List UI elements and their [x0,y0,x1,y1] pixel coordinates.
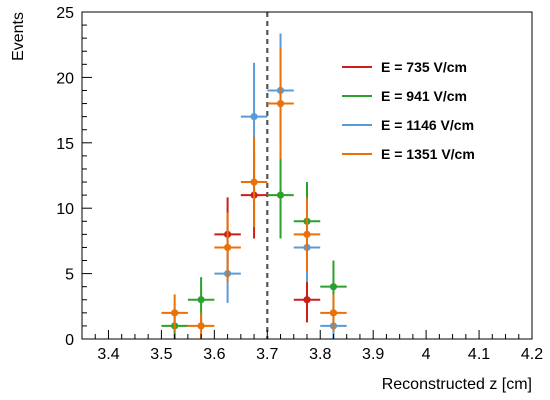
legend-label: E = 1351 V/cm [381,146,475,162]
axis-ticks: 3.4 3.5 3.6 3.7 3.8 3.9 4 4.1 4.2 0 5 10 15 20 25 [56,5,543,363]
data-marker [250,113,258,121]
data-marker [197,296,205,304]
legend-item: E = 941 V/cm [342,88,467,104]
x-tick-label: 4.2 [521,346,543,363]
data-point [293,197,321,272]
data-point [240,136,268,228]
y-tick-label: 10 [56,201,74,218]
x-tick-label: 3.6 [203,346,225,363]
legend-label: E = 941 V/cm [381,88,467,104]
data-point [320,294,347,332]
series-layer [161,33,347,339]
y-axis-title: Events [10,12,27,61]
data-marker [171,309,179,317]
x-tick-label: 4.1 [468,346,490,363]
data-point [293,277,321,323]
data-point [161,294,188,332]
data-marker [250,178,258,186]
data-marker [276,99,285,108]
x-tick-label: 3.4 [97,346,119,363]
x-axis-title: Reconstructed z [cm] [382,376,532,393]
data-marker [276,191,285,199]
x-tick-label: 3.5 [150,346,172,363]
data-marker [303,296,311,304]
data-marker [223,243,232,252]
x-tick-label: 4 [422,346,431,363]
legend: E = 735 V/cm E = 941 V/cm E = 1146 V/cm E =… [342,59,475,162]
x-tick-label: 3.7 [256,346,278,363]
data-marker [303,230,311,238]
legend-item: E = 735 V/cm [342,59,467,75]
data-marker [197,322,205,330]
data-point [267,151,294,239]
data-marker [329,283,338,291]
legend-item: E = 1146 V/cm [342,117,474,133]
y-tick-label: 15 [56,136,74,153]
data-point [214,212,241,283]
x-tick-label: 3.8 [309,346,331,363]
y-tick-label: 25 [56,5,74,22]
data-marker [329,309,338,317]
y-tick-label: 0 [65,332,74,349]
data-point [267,48,294,160]
legend-item: E = 1351 V/cm [342,146,475,162]
legend-label: E = 1146 V/cm [381,117,474,133]
legend-label: E = 735 V/cm [381,59,467,75]
x-tick-label: 3.9 [362,346,384,363]
y-tick-label: 5 [65,267,74,284]
series-4 [161,48,347,339]
y-tick-label: 20 [56,70,74,87]
